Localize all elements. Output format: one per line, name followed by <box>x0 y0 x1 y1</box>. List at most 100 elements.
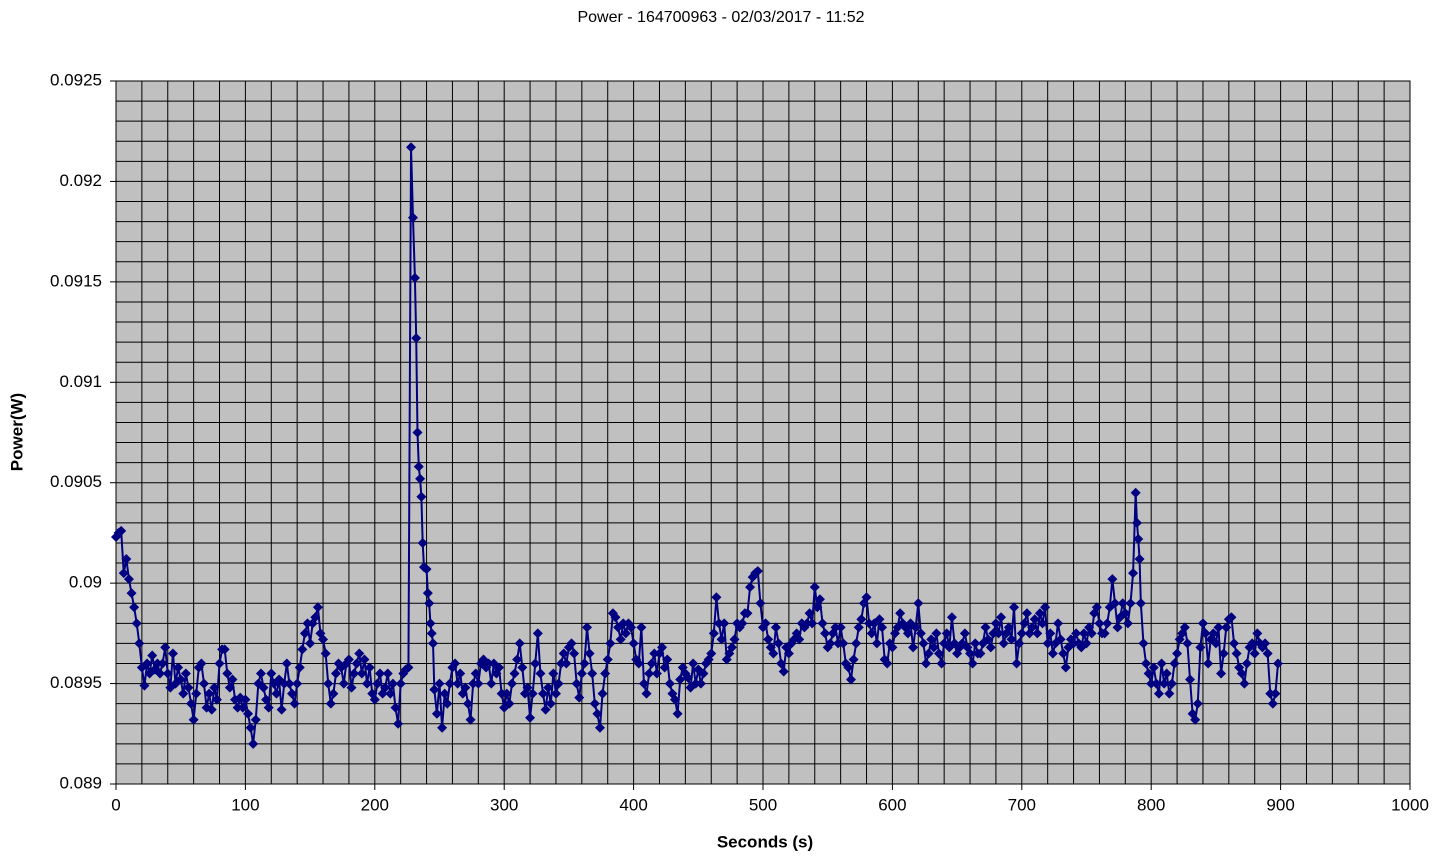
data-point <box>152 658 163 669</box>
data-point <box>354 648 365 659</box>
data-point <box>706 648 717 659</box>
x-tick-label: 500 <box>749 795 777 814</box>
data-point <box>1153 688 1164 699</box>
y-tick-label: 0.09 <box>69 573 102 592</box>
data-point <box>626 622 637 633</box>
data-point <box>160 642 171 653</box>
data-point <box>887 642 898 653</box>
data-point <box>1216 668 1227 679</box>
data-point <box>1179 622 1190 633</box>
data-point <box>923 648 934 659</box>
data-point <box>874 614 885 625</box>
x-axis-title: Seconds (s) <box>717 832 813 851</box>
data-point <box>310 612 321 623</box>
data-point <box>1247 638 1258 649</box>
data-point <box>1262 648 1273 659</box>
x-tick-label: 1000 <box>1391 795 1429 814</box>
data-point <box>525 712 536 723</box>
data-point <box>1197 618 1208 629</box>
data-point <box>1236 668 1247 679</box>
data-point <box>998 638 1009 649</box>
data-point <box>412 427 423 438</box>
data-point <box>1027 622 1038 633</box>
data-point <box>289 698 300 709</box>
data-point <box>561 658 572 669</box>
data-point <box>714 618 725 629</box>
data-point <box>688 658 699 669</box>
data-point <box>649 648 660 659</box>
data-point <box>134 638 145 649</box>
data-point <box>299 628 310 639</box>
chart-title: Power - 164700963 - 02/03/2017 - 11:52 <box>577 9 864 26</box>
data-point <box>468 678 479 689</box>
data-point <box>465 714 476 725</box>
x-tick-label: 200 <box>361 795 389 814</box>
data-point <box>1210 638 1221 649</box>
data-point <box>1045 628 1056 639</box>
data-point <box>545 698 556 709</box>
data-point <box>556 658 567 669</box>
data-point <box>662 654 673 665</box>
data-point <box>594 722 605 733</box>
data-point <box>695 678 706 689</box>
data-point <box>1213 622 1224 633</box>
data-point <box>237 702 248 713</box>
data-point <box>1200 628 1211 639</box>
data-point <box>768 648 779 659</box>
data-point <box>866 628 877 639</box>
data-point <box>1102 618 1113 629</box>
data-point <box>597 688 608 699</box>
data-point <box>1081 638 1092 649</box>
data-point <box>409 272 420 283</box>
data-point <box>1109 598 1120 609</box>
data-point <box>659 662 670 673</box>
data-point <box>579 658 590 669</box>
data-point <box>726 642 737 653</box>
data-point <box>305 638 316 649</box>
data-point <box>871 638 882 649</box>
data-point <box>245 722 256 733</box>
x-tick-label: 300 <box>490 795 518 814</box>
data-point <box>258 682 269 693</box>
data-point <box>988 628 999 639</box>
data-point <box>434 678 445 689</box>
data-point <box>1166 678 1177 689</box>
data-point <box>382 668 393 679</box>
data-point <box>835 622 846 633</box>
data-point <box>538 688 549 699</box>
data-point <box>967 658 978 669</box>
data-point <box>918 638 929 649</box>
data-point <box>1267 698 1278 709</box>
data-point <box>292 678 303 689</box>
data-point <box>271 688 282 699</box>
data-point <box>1226 612 1237 623</box>
y-tick-label: 0.089 <box>59 773 102 792</box>
data-point <box>1241 658 1252 669</box>
data-point <box>812 602 823 613</box>
data-point <box>452 678 463 689</box>
data-point <box>1042 638 1053 649</box>
data-point <box>856 614 867 625</box>
data-point <box>1161 668 1172 679</box>
data-point <box>501 688 512 699</box>
data-point <box>1128 568 1139 579</box>
data-point <box>250 714 261 725</box>
data-point <box>587 668 598 679</box>
data-point <box>206 704 217 715</box>
data-point <box>1182 638 1193 649</box>
data-point <box>1037 618 1048 629</box>
data-point <box>284 678 295 689</box>
data-point <box>1071 628 1082 639</box>
y-tick-label: 0.092 <box>59 171 102 190</box>
data-point <box>532 628 543 639</box>
data-point <box>1143 668 1154 679</box>
data-point <box>1094 618 1105 629</box>
data-point <box>343 654 354 665</box>
data-point <box>1265 688 1276 699</box>
data-point <box>486 678 497 689</box>
data-point <box>222 668 233 679</box>
x-tick-label: 900 <box>1266 795 1294 814</box>
data-point <box>566 638 577 649</box>
data-point <box>1009 602 1020 613</box>
data-point <box>996 612 1007 623</box>
